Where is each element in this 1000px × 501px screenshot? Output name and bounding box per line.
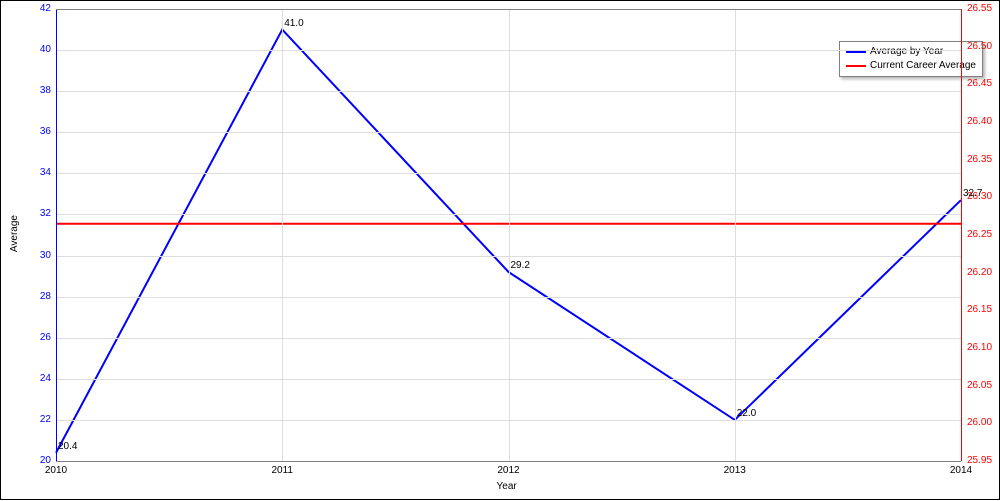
left-y-tick-label: 26 [21, 332, 51, 343]
left-y-tick-label: 20 [21, 455, 51, 466]
right-y-tick-label: 26.25 [967, 229, 992, 240]
x-tick-label: 2010 [36, 465, 76, 476]
axis-line [961, 9, 962, 461]
legend-item: Average by Year [846, 45, 976, 59]
x-tick-label: 2014 [941, 465, 981, 476]
right-y-tick-label: 26.00 [967, 417, 992, 428]
gridline-horizontal [56, 297, 961, 298]
data-point-label: 29.2 [511, 260, 530, 271]
left-y-tick-label: 34 [21, 167, 51, 178]
gridline-horizontal [56, 173, 961, 174]
right-y-tick-label: 26.50 [967, 41, 992, 52]
right-y-tick-label: 26.55 [967, 3, 992, 14]
left-y-tick-label: 24 [21, 373, 51, 384]
right-y-tick-label: 25.95 [967, 455, 992, 466]
gridline-horizontal [56, 420, 961, 421]
gridline-vertical [282, 9, 283, 461]
left-y-tick-label: 42 [21, 3, 51, 14]
legend-label: Average by Year [870, 45, 943, 59]
x-axis-title: Year [497, 481, 517, 492]
right-y-tick-label: 26.45 [967, 78, 992, 89]
gridline-horizontal [56, 214, 961, 215]
gridline-horizontal [56, 50, 961, 51]
gridline-vertical [735, 9, 736, 461]
right-y-tick-label: 26.05 [967, 380, 992, 391]
x-tick-label: 2011 [262, 465, 302, 476]
right-y-tick-label: 26.35 [967, 154, 992, 165]
right-y-tick-label: 26.15 [967, 304, 992, 315]
legend-line-swatch [846, 65, 866, 67]
right-y-tick-label: 26.40 [967, 116, 992, 127]
data-point-label: 20.4 [58, 441, 77, 452]
gridline-horizontal [56, 91, 961, 92]
gridline-horizontal [56, 132, 961, 133]
data-point-label: 22.0 [737, 408, 756, 419]
gridline-vertical [509, 9, 510, 461]
data-point-label: 41.0 [284, 18, 303, 29]
left-y-tick-label: 22 [21, 414, 51, 425]
gridline-horizontal [56, 379, 961, 380]
left-y-tick-label: 30 [21, 250, 51, 261]
left-y-tick-label: 36 [21, 126, 51, 137]
data-point-label: 32.7 [963, 188, 982, 199]
x-tick-label: 2012 [489, 465, 529, 476]
x-tick-label: 2013 [715, 465, 755, 476]
left-axis-title: Average [9, 215, 20, 252]
axis-line [56, 9, 57, 461]
left-y-tick-label: 28 [21, 291, 51, 302]
average-by-year-chart: Average by YearCurrent Career Average 20… [0, 0, 1000, 500]
gridline-horizontal [56, 338, 961, 339]
right-y-tick-label: 26.10 [967, 342, 992, 353]
gridline-horizontal [56, 256, 961, 257]
left-y-tick-label: 32 [21, 208, 51, 219]
axis-line [56, 9, 961, 10]
left-y-tick-label: 38 [21, 85, 51, 96]
legend-line-swatch [846, 51, 866, 53]
right-y-tick-label: 26.20 [967, 267, 992, 278]
legend-item: Current Career Average [846, 59, 976, 73]
axis-line [56, 461, 961, 462]
left-y-tick-label: 40 [21, 44, 51, 55]
